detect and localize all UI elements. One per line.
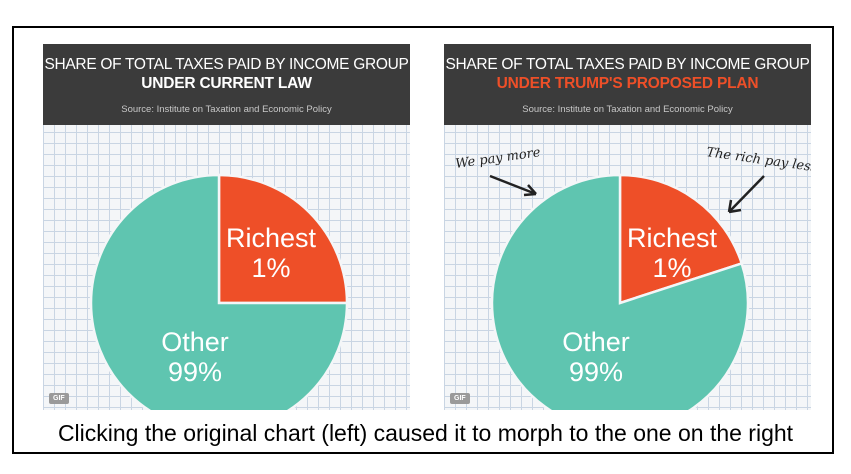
- pie-slice-richest: [618, 173, 744, 305]
- annotation-arrow: [489, 174, 537, 196]
- slice-label-other: Other: [161, 327, 229, 357]
- slice-label-richest: Richest: [627, 223, 718, 253]
- annotation-rich-pay-less: The rich pay less: [705, 145, 811, 175]
- slice-percent-other: 99%: [569, 357, 623, 387]
- chart-title: SHARE OF TOTAL TAXES PAID BY INCOME GROU…: [445, 56, 810, 73]
- slice-label-other: Other: [562, 327, 630, 357]
- chart-title: SHARE OF TOTAL TAXES PAID BY INCOME GROU…: [44, 56, 409, 73]
- pie-slice-other: [89, 173, 349, 410]
- arrow-head: [523, 184, 537, 197]
- pie-slice-richest: [217, 173, 349, 305]
- chart-source: Source: Institute on Taxation and Econom…: [522, 104, 733, 115]
- chart-header: SHARE OF TOTAL TAXES PAID BY INCOME GROU…: [444, 44, 811, 125]
- chart-subtitle: UNDER CURRENT LAW: [141, 75, 312, 92]
- annotation-we-pay-more: We pay more: [454, 145, 541, 172]
- figure-frame: [12, 26, 834, 454]
- chart-panel-proposed-plan[interactable]: Richest 1% Other 99% We pay more The rich pay…: [444, 44, 811, 410]
- gif-badge: GIF: [49, 393, 69, 404]
- slice-percent-richest: 1%: [652, 253, 691, 283]
- chart-subtitle: UNDER TRUMP'S PROPOSED PLAN: [496, 75, 759, 92]
- chart-header: SHARE OF TOTAL TAXES PAID BY INCOME GROU…: [43, 44, 410, 125]
- slice-percent-richest: 1%: [251, 253, 290, 283]
- arrow-head: [727, 199, 742, 214]
- figure-caption: Clicking the original chart (left) cause…: [57, 420, 794, 446]
- pie-slice-other: [490, 173, 750, 410]
- gif-badge: GIF: [450, 393, 470, 404]
- slice-percent-other: 99%: [168, 357, 222, 387]
- chart-source: Source: Institute on Taxation and Econom…: [121, 104, 332, 115]
- chart-panel-current-law[interactable]: Richest 1% Other 99% SHARE OF TOTAL TAXES P…: [43, 44, 410, 410]
- slice-label-richest: Richest: [226, 223, 317, 253]
- annotation-arrow: [728, 175, 765, 213]
